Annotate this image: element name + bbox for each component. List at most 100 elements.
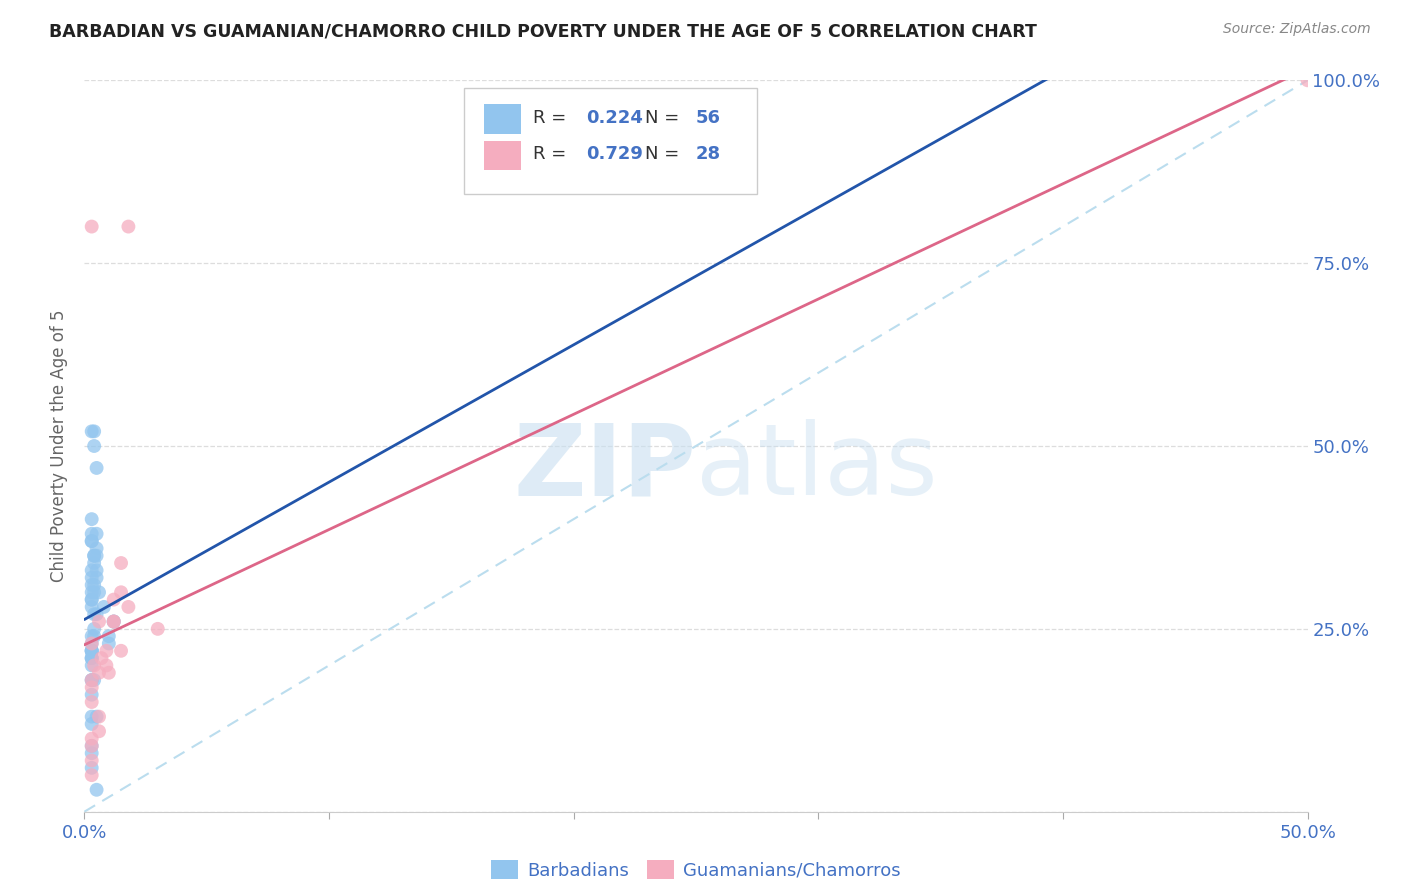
Point	[83, 585, 105, 599]
Point	[103, 615, 125, 629]
Point	[103, 592, 125, 607]
Point	[97, 665, 120, 680]
Point	[83, 549, 105, 563]
Point	[80, 658, 103, 673]
Point	[1296, 73, 1319, 87]
Point	[87, 615, 110, 629]
Point	[90, 651, 112, 665]
Point	[146, 622, 169, 636]
Point	[80, 673, 103, 687]
Point	[80, 688, 103, 702]
Point	[117, 219, 139, 234]
Point	[83, 425, 105, 439]
Point	[80, 629, 103, 643]
Point	[80, 768, 103, 782]
Point	[80, 681, 103, 695]
Point	[80, 739, 103, 753]
Text: R =: R =	[533, 145, 572, 163]
Text: 28: 28	[696, 145, 721, 163]
Point	[80, 526, 103, 541]
Point	[86, 461, 108, 475]
Text: 56: 56	[696, 109, 721, 127]
Y-axis label: Child Poverty Under the Age of 5: Child Poverty Under the Age of 5	[51, 310, 69, 582]
Point	[80, 592, 103, 607]
Text: 0.729: 0.729	[586, 145, 643, 163]
Point	[80, 592, 103, 607]
Point	[110, 585, 132, 599]
Point	[103, 615, 125, 629]
Point	[86, 571, 108, 585]
Point	[80, 512, 103, 526]
Text: ZIP: ZIP	[513, 419, 696, 516]
Point	[80, 644, 103, 658]
Point	[80, 651, 103, 665]
Point	[80, 644, 103, 658]
Legend: Barbadians, Guamanians/Chamorros: Barbadians, Guamanians/Chamorros	[484, 853, 908, 887]
Point	[86, 549, 108, 563]
Text: atlas: atlas	[696, 419, 938, 516]
Point	[80, 651, 103, 665]
Point	[80, 571, 103, 585]
Point	[86, 709, 108, 723]
Point	[83, 629, 105, 643]
Point	[83, 578, 105, 592]
Text: Source: ZipAtlas.com: Source: ZipAtlas.com	[1223, 22, 1371, 37]
Point	[80, 425, 103, 439]
Point	[110, 556, 132, 570]
Point	[86, 782, 108, 797]
Point	[80, 636, 103, 650]
Text: BARBADIAN VS GUAMANIAN/CHAMORRO CHILD POVERTY UNDER THE AGE OF 5 CORRELATION CHA: BARBADIAN VS GUAMANIAN/CHAMORRO CHILD PO…	[49, 22, 1038, 40]
Point	[83, 607, 105, 622]
Point	[80, 651, 103, 665]
Point	[80, 563, 103, 577]
Text: R =: R =	[533, 109, 572, 127]
Point	[80, 585, 103, 599]
Point	[80, 754, 103, 768]
Point	[80, 717, 103, 731]
Point	[83, 439, 105, 453]
Point	[93, 599, 115, 614]
Point	[96, 644, 118, 658]
Point	[80, 636, 103, 650]
Point	[83, 658, 105, 673]
Point	[80, 709, 103, 723]
Point	[110, 644, 132, 658]
Point	[97, 629, 120, 643]
Point	[103, 615, 125, 629]
Point	[103, 615, 125, 629]
Point	[87, 585, 110, 599]
Bar	[484, 141, 522, 170]
Point	[96, 658, 118, 673]
Point	[80, 644, 103, 658]
Point	[80, 746, 103, 760]
Point	[97, 636, 120, 650]
FancyBboxPatch shape	[464, 87, 758, 194]
Point	[86, 541, 108, 556]
Point	[80, 534, 103, 549]
Bar	[484, 104, 522, 134]
Point	[80, 219, 103, 234]
Point	[80, 673, 103, 687]
Point	[80, 695, 103, 709]
Point	[86, 526, 108, 541]
Text: N =: N =	[644, 109, 685, 127]
Point	[80, 739, 103, 753]
Point	[80, 731, 103, 746]
Point	[86, 563, 108, 577]
Point	[83, 556, 105, 570]
Point	[83, 622, 105, 636]
Point	[80, 534, 103, 549]
Point	[80, 578, 103, 592]
Point	[80, 644, 103, 658]
Point	[87, 724, 110, 739]
Point	[80, 673, 103, 687]
Point	[87, 709, 110, 723]
Point	[80, 761, 103, 775]
Point	[117, 599, 139, 614]
Text: 0.224: 0.224	[586, 109, 643, 127]
Point	[80, 599, 103, 614]
Point	[87, 665, 110, 680]
Point	[86, 607, 108, 622]
Point	[83, 673, 105, 687]
Text: N =: N =	[644, 145, 685, 163]
